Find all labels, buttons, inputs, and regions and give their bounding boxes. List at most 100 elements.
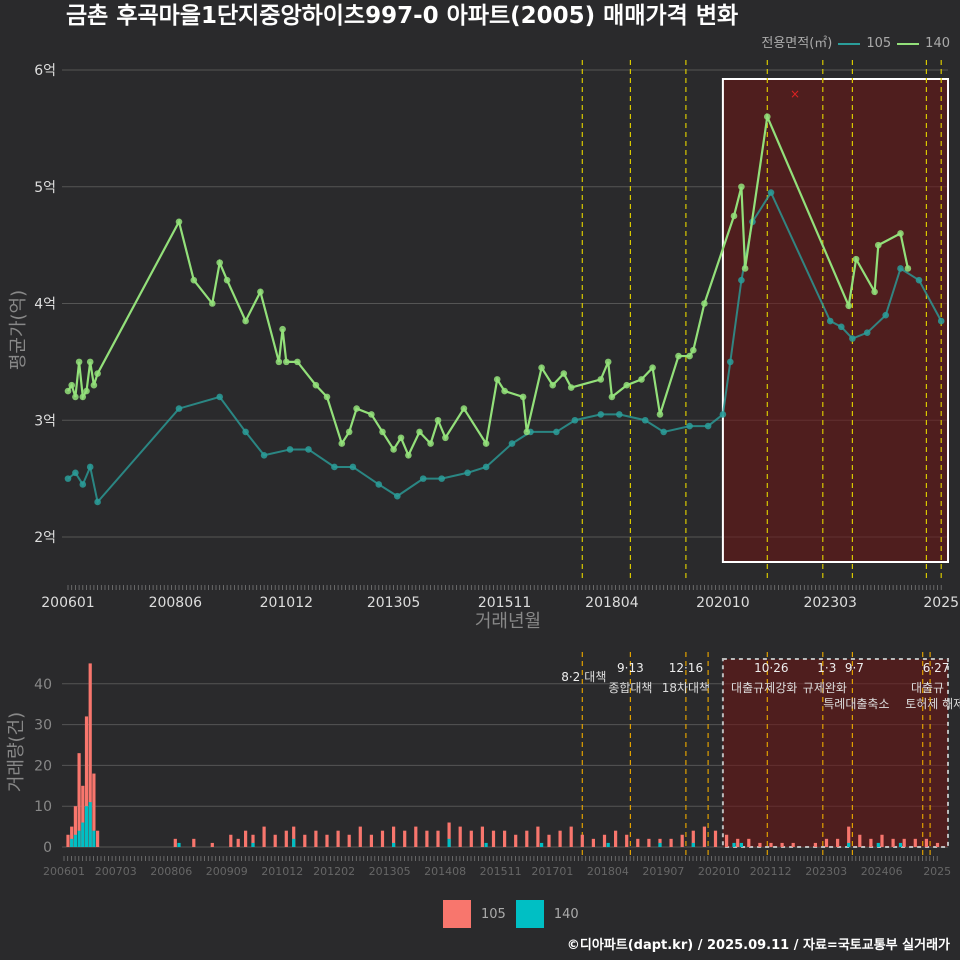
y-tick-label: 20 [34,758,52,774]
event-date: 8·2 [561,670,580,684]
data-point-140 [294,358,301,366]
legend-label-105: 105 [866,36,892,51]
data-point-105 [286,446,294,453]
data-point-140 [538,364,545,372]
data-point-105 [260,451,268,459]
data-point-105 [482,463,490,471]
bar-105 [791,842,795,847]
data-point-140 [68,381,75,389]
data-point-105 [394,492,401,500]
data-point-140 [482,440,490,447]
data-point-140 [312,381,320,389]
highlight-region [721,78,950,563]
bar-105 [436,830,440,847]
bar-105 [273,834,277,847]
data-point-105 [86,463,94,471]
event-label: 대출규제강화 [731,681,797,695]
data-point-140 [649,364,656,372]
bar-105 [935,842,940,847]
bar-105 [236,838,240,847]
bar-105 [647,838,651,847]
y-axis-title: 거래량(건) [6,712,27,792]
bar-105 [713,830,718,847]
bar-105 [880,834,884,847]
bar-140 [606,842,610,847]
data-point-140 [738,183,745,191]
data-point-105 [863,329,871,336]
bar-105 [96,830,100,847]
bar-105 [924,838,928,847]
bar-105 [747,838,751,847]
data-point-140 [257,288,264,296]
x-tick-label: 200909 [206,865,248,878]
data-point-140 [275,358,283,366]
data-point-105 [305,446,312,453]
bar-105 [469,830,473,847]
data-point-140 [72,393,79,401]
y-tick-label: 6억 [34,63,56,79]
legend-line-140 [897,43,920,45]
data-point-105 [849,335,856,342]
y-tick-label: 10 [34,799,52,815]
data-point-105 [349,463,357,471]
data-point-140 [190,276,198,284]
data-point-105 [94,498,101,506]
y-tick-label: 40 [34,677,52,693]
bar-105 [325,834,329,847]
bar-105 [66,834,70,847]
bar-140 [73,834,77,847]
data-point-140 [345,428,353,436]
bar-105 [813,842,817,847]
data-point-105 [882,311,889,319]
bar-105 [547,834,551,847]
data-point-140 [83,387,90,395]
bar-140 [251,842,255,847]
legend-label-105: 105 [481,906,506,922]
bar-105 [292,826,296,847]
bar-105 [525,830,529,847]
data-point-140 [390,446,397,453]
data-point-105 [331,463,338,471]
bar-105 [403,830,407,847]
data-point-140 [852,255,860,263]
bar-105 [491,830,496,847]
data-point-105 [553,428,560,436]
event-date: 6·27 [923,661,950,675]
bar-105 [347,834,351,847]
x-tick-label: 202112 [750,865,792,878]
data-point-140 [279,325,286,333]
data-point-140 [283,358,290,366]
data-point-140 [379,428,386,436]
data-point-140 [338,440,346,447]
data-point-140 [442,434,449,442]
data-point-105 [727,358,734,366]
bar-105 [369,834,373,847]
x-tick-label: 201804 [587,865,629,878]
data-point-105 [216,393,223,401]
data-point-140 [427,440,434,447]
event-label: 특례대출축소 [823,697,889,711]
bar-105 [503,830,507,847]
bar-140 [77,830,81,847]
x-axis-title: 거래년월 [475,611,541,632]
legend-title: 전용면적(㎡) [761,36,833,51]
x-tick-label: 200601 [41,595,94,611]
data-point-140 [323,393,331,401]
bar-140 [84,806,89,847]
data-point-105 [897,265,904,272]
data-point-105 [641,416,649,424]
bar-105 [558,830,562,847]
legend-line-105 [838,43,861,45]
data-point-140 [242,317,249,325]
data-point-105 [64,475,72,482]
bar-105 [780,842,784,847]
bar-140 [177,842,181,847]
x-tick-label: 202010 [696,595,749,611]
bar-105 [173,838,177,847]
bar-105 [902,838,906,847]
data-point-140 [416,428,423,436]
bar-140 [292,838,296,847]
data-point-140 [845,302,852,310]
bar-105 [869,838,873,847]
bar-105 [591,838,595,847]
